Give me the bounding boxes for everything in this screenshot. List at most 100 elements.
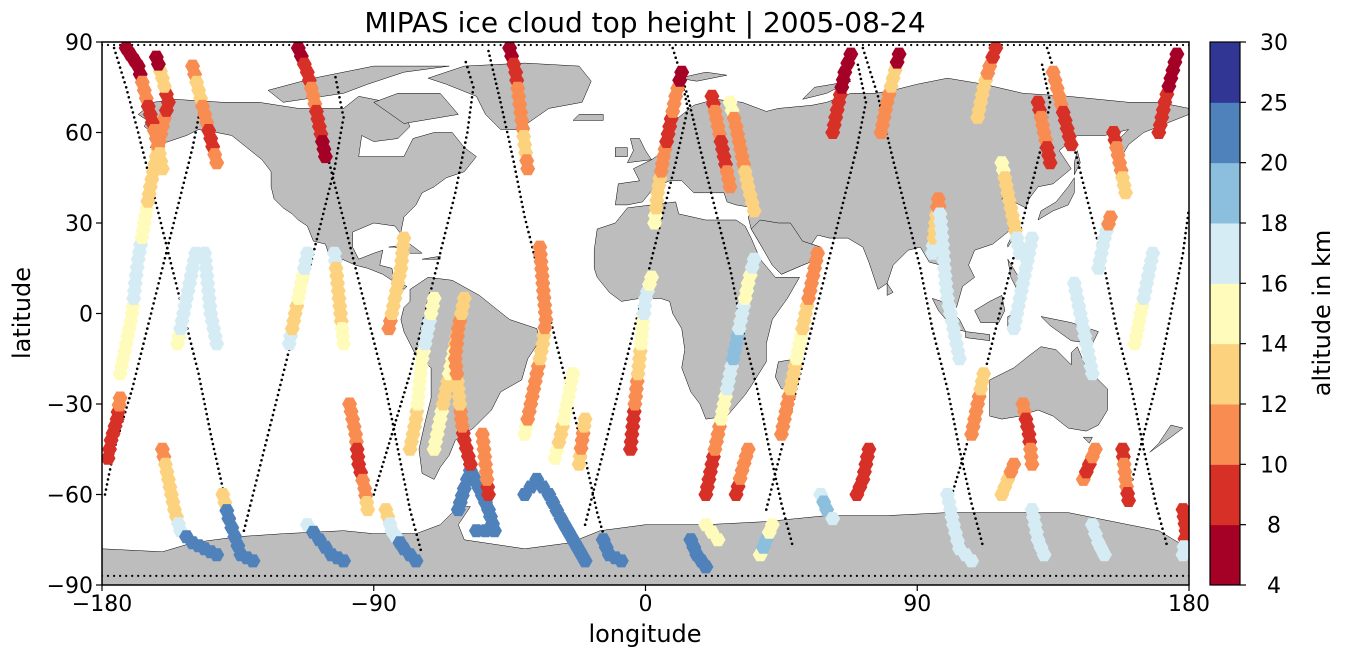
orbit-track-point [940,574,943,578]
orbit-track-point [669,181,672,185]
orbit-track-point [130,387,134,391]
orbit-track-point [511,155,514,158]
orbit-track-point [463,43,466,47]
orbit-track-point [934,43,937,47]
orbit-track-point [326,192,330,196]
orbit-track-point [398,458,402,461]
orbit-track-point [663,206,666,210]
orbit-track-point [910,231,913,235]
orbit-track-point [185,43,188,47]
orbit-track-point [590,498,593,501]
orbit-track-point [468,111,472,114]
orbit-track-point [340,126,344,129]
orbit-track-point [777,458,781,461]
orbit-track-point [707,181,710,185]
orbit-track-point [1061,574,1064,578]
orbit-track-point [194,131,197,134]
orbit-track-point [245,519,248,522]
orbit-track-point [729,272,733,275]
orbit-track-point [123,81,126,84]
orbit-track-point [1119,342,1122,346]
orbit-track-point [1074,151,1077,154]
cloud-point [1036,548,1052,562]
orbit-track-point [680,574,683,578]
orbit-track-point [1157,372,1161,376]
orbit-track-point [1022,216,1025,220]
orbit-track-point [952,417,955,421]
orbit-track-point [368,322,371,325]
land-tasmania [1082,436,1093,444]
orbit-track-point [1079,574,1082,578]
orbit-track-point [270,43,273,47]
orbit-track-point [727,261,731,265]
orbit-track-point [638,574,641,578]
orbit-track-point [547,43,551,47]
orbit-track-point [450,206,453,210]
orbit-track-point [1175,282,1179,285]
orbit-track-point [149,43,152,47]
orbit-track-point [1109,574,1112,578]
orbit-track-point [415,533,419,536]
cloud-point [952,352,967,366]
orbit-track-point [726,256,729,260]
orbit-track-point [392,428,395,431]
cloud-point [577,554,593,568]
orbit-track-point [662,43,665,47]
orbit-track-point [586,513,589,516]
orbit-track-point [1156,377,1159,381]
orbit-track-point [706,176,709,180]
colorbar-tick-label: 8 [1267,514,1281,539]
orbit-track-point [795,574,798,578]
orbit-track-point [813,43,816,47]
orbit-track-point [952,574,955,578]
orbit-track-point [354,574,357,578]
orbit-track-point [767,442,770,446]
orbit-track-point [294,574,297,578]
orbit-track-point [862,91,866,95]
orbit-track-point [674,161,677,164]
orbit-track-point [466,131,469,134]
cloud-point [317,150,333,164]
orbit-track-point [837,216,841,220]
orbit-track-point [790,542,794,546]
orbit-track-point [668,186,671,190]
orbit-track-point [922,282,925,285]
orbit-track-point [595,511,599,514]
cloud-track [571,412,593,471]
orbit-track-point [710,43,714,47]
orbit-track-point [648,267,651,270]
orbit-track-point [197,574,200,578]
orbit-track-point [650,43,653,47]
orbit-track-point [1136,417,1139,421]
orbit-track-point [933,337,937,340]
orbit-track-point [144,161,148,164]
orbit-track-point [1139,574,1142,578]
orbit-track-point [913,246,917,250]
orbit-track-point [1043,574,1046,578]
orbit-track-point [854,151,857,154]
orbit-track-point [380,465,384,469]
orbit-track-point [801,574,804,578]
orbit-track-point [789,574,792,578]
orbit-track-point [873,85,877,88]
orbit-track-point [891,156,894,159]
orbit-track-point [316,232,320,236]
orbit-track-point [176,206,179,210]
orbit-track-point [683,93,687,96]
orbit-track-point [390,417,394,421]
orbit-track-point [879,43,883,47]
orbit-track-point [814,312,817,315]
cloud-track [517,472,593,568]
orbit-track-point [997,317,1000,320]
orbit-track-point [187,161,191,164]
orbit-track-point [684,97,688,101]
orbit-track-point [203,402,206,406]
orbit-track-point [764,427,767,431]
orbit-track-point [460,161,463,164]
orbit-track-point [384,574,387,578]
orbit-track-point [1133,468,1137,471]
orbit-track-point [141,347,144,351]
orbit-track-point [697,141,701,145]
orbit-track-point [239,574,242,578]
orbit-track-point [365,312,369,315]
